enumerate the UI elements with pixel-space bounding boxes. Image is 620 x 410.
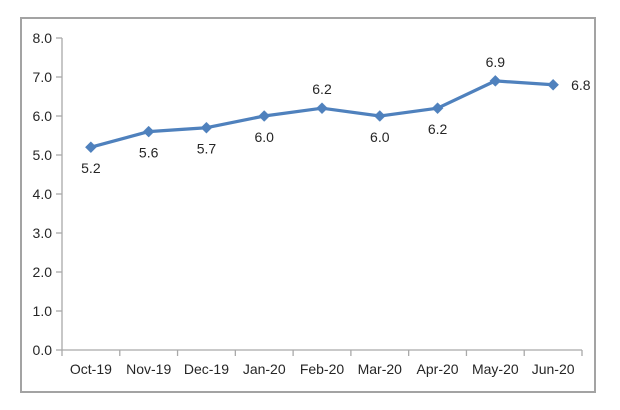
y-tick-label: 6.0: [33, 108, 53, 124]
y-tick-label: 5.0: [33, 147, 53, 163]
chart-outer-border: [20, 17, 596, 393]
data-label: 5.7: [197, 141, 217, 157]
data-point-marker: [431, 102, 444, 115]
data-point-marker: [547, 78, 559, 91]
x-tick-label: Jan-20: [243, 361, 286, 377]
data-label: 5.2: [81, 160, 101, 176]
y-tick-label: 3.0: [33, 225, 53, 241]
data-point-marker: [200, 121, 213, 134]
y-tick-label: 8.0: [33, 30, 53, 46]
data-label: 6.2: [312, 81, 332, 97]
data-label: 6.0: [370, 129, 390, 145]
data-label: 6.9: [486, 54, 506, 70]
y-tick-label: 2.0: [33, 264, 53, 280]
x-tick-label: May-20: [472, 361, 519, 377]
x-tick-label: Apr-20: [417, 361, 459, 377]
x-tick-label: Nov-19: [126, 361, 171, 377]
data-label: 5.6: [139, 145, 159, 161]
data-point-marker: [85, 141, 97, 154]
data-point-marker: [316, 102, 328, 115]
y-tick-label: 7.0: [33, 69, 53, 85]
y-tick-label: 1.0: [33, 303, 53, 319]
y-tick-label: 4.0: [33, 186, 53, 202]
data-label: 6.8: [571, 77, 591, 93]
data-point-marker: [258, 110, 271, 122]
x-tick-label: Jun-20: [532, 361, 575, 377]
data-label: 6.2: [428, 121, 448, 137]
data-point-marker: [489, 75, 502, 87]
x-tick-label: Dec-19: [184, 361, 229, 377]
data-point-marker: [142, 125, 155, 138]
data-label: 6.0: [254, 129, 274, 145]
data-point-marker: [373, 110, 386, 122]
x-tick-label: Oct-19: [70, 361, 112, 377]
x-tick-label: Mar-20: [358, 361, 403, 377]
y-tick-label: 0.0: [33, 342, 53, 358]
x-tick-label: Feb-20: [300, 361, 345, 377]
